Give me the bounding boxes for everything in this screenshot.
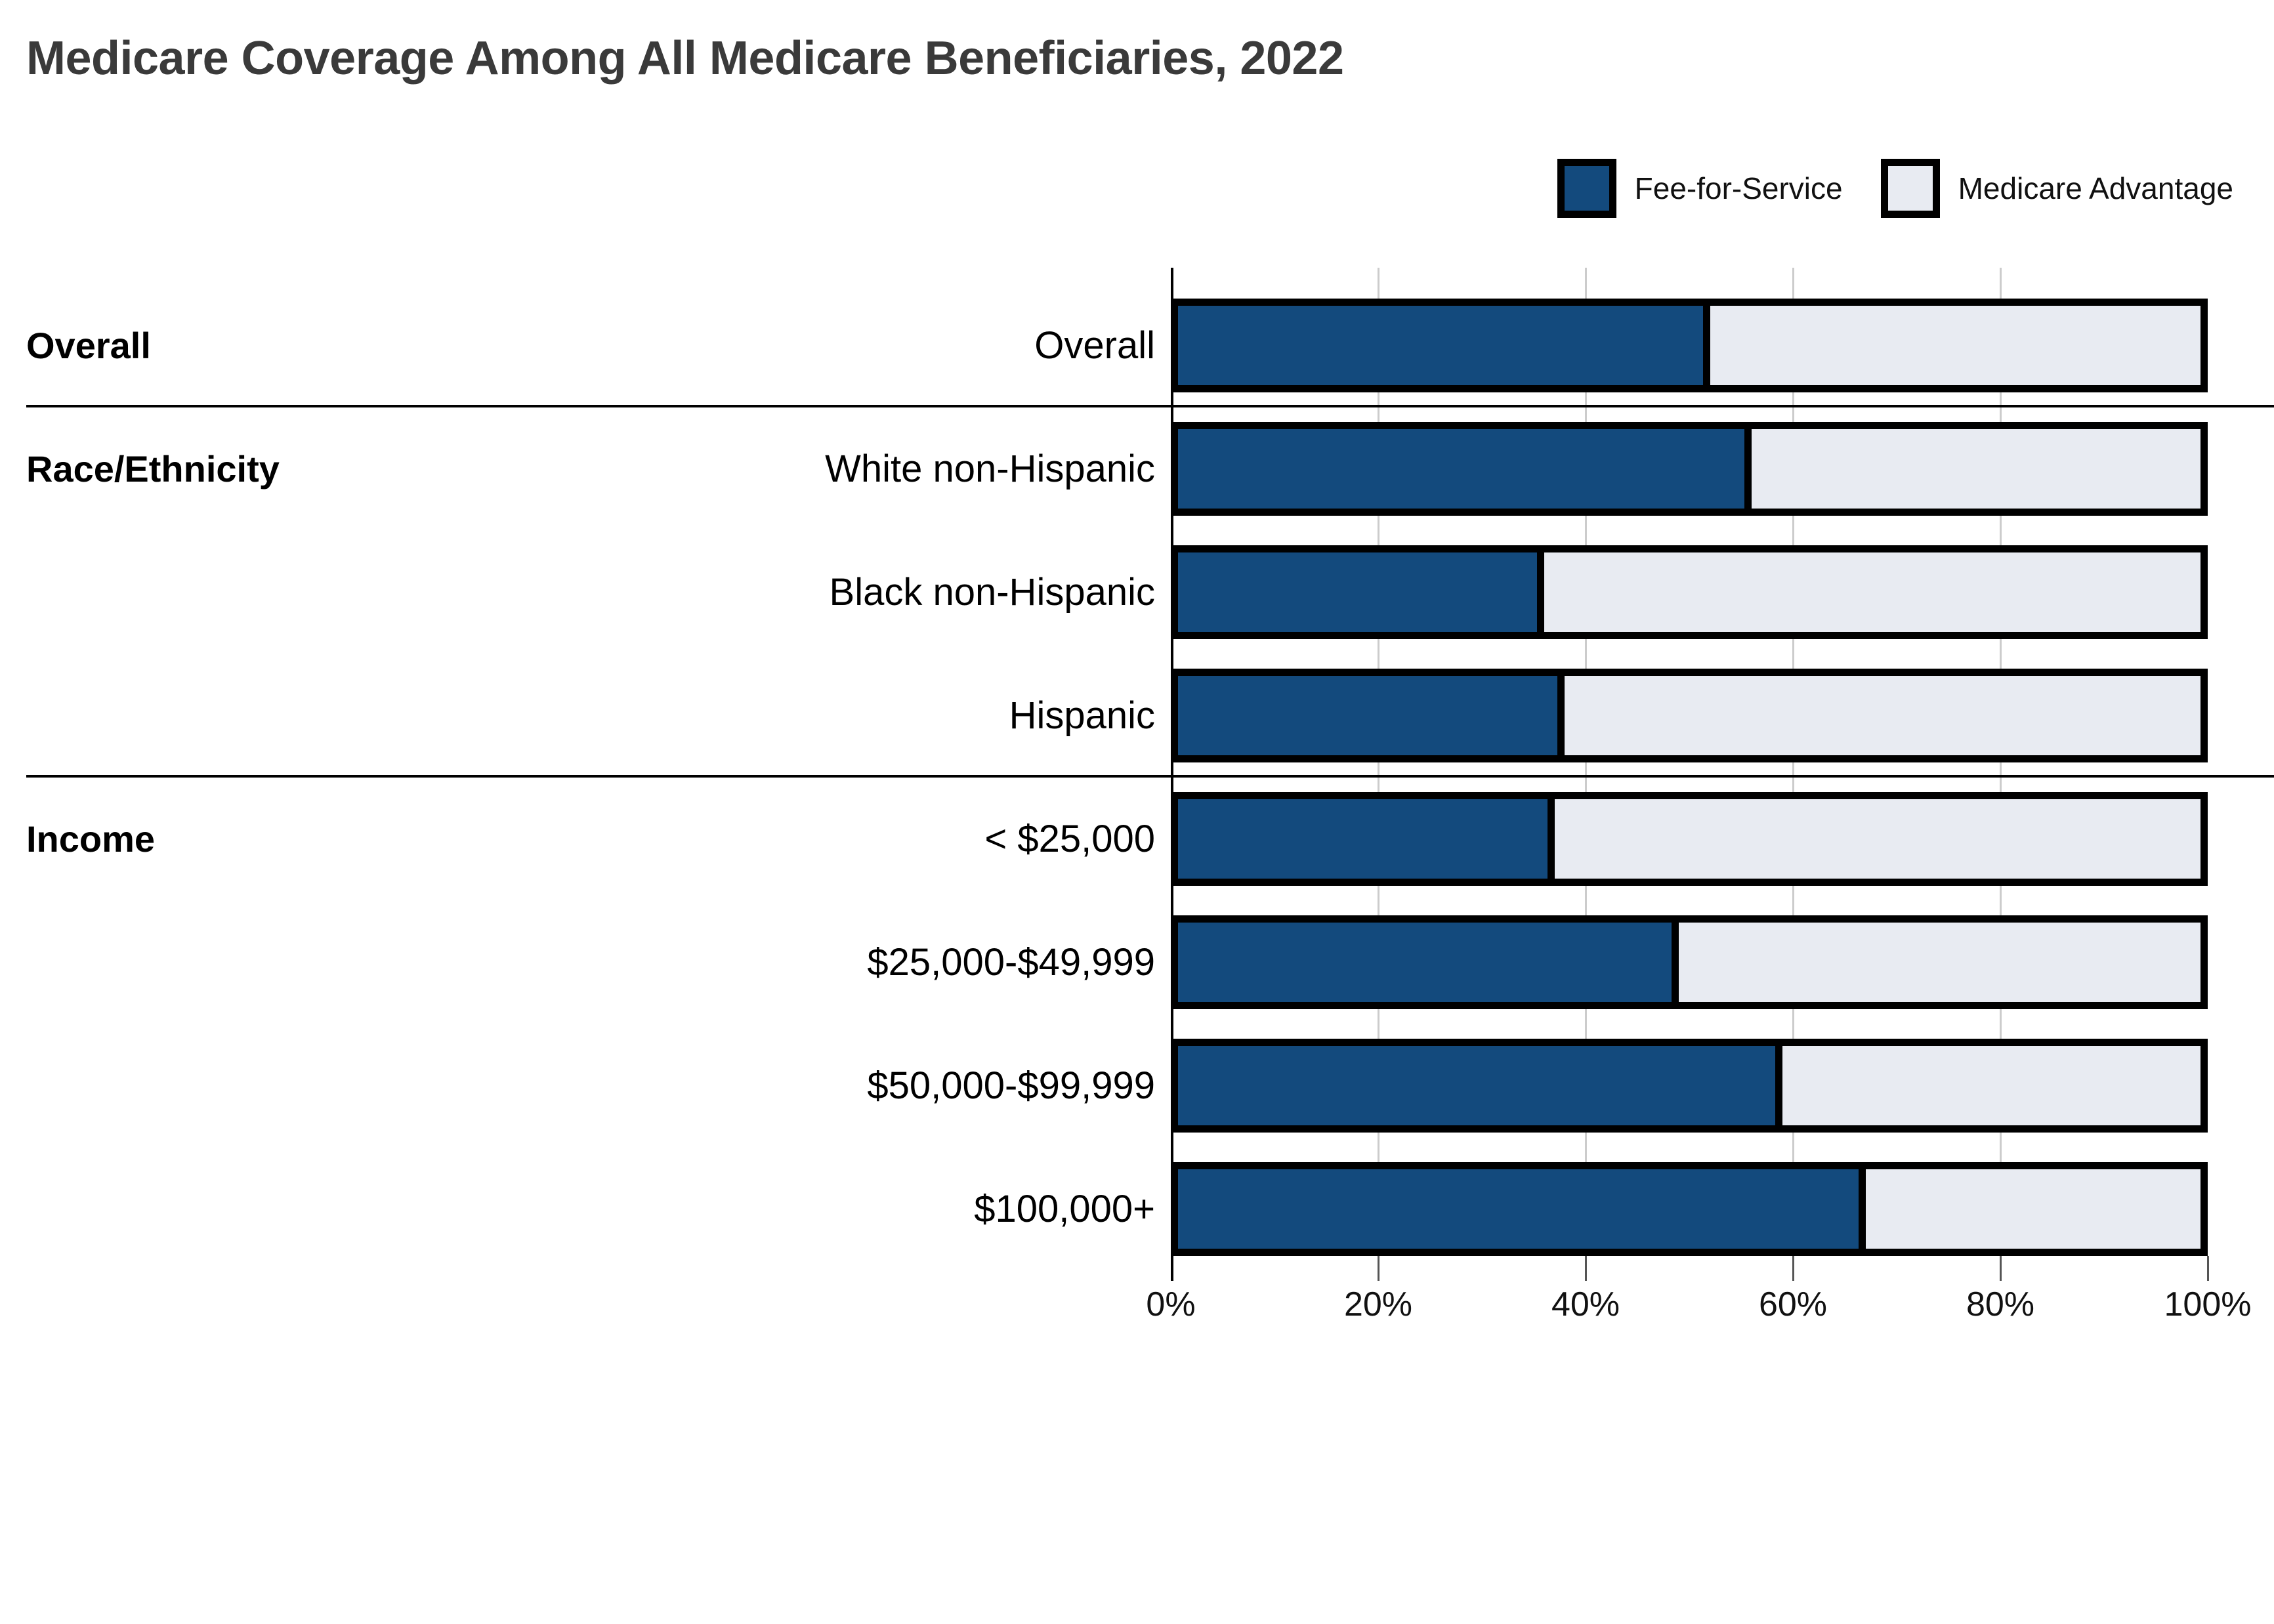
bar-segment-fee-for-service bbox=[1171, 669, 1565, 762]
legend-swatch-fee-for-service bbox=[1557, 159, 1616, 218]
bar-segment-medicare-advantage bbox=[1751, 422, 2208, 516]
bar-segment-fee-for-service bbox=[1171, 545, 1544, 639]
legend-label: Medicare Advantage bbox=[1958, 171, 2233, 205]
bar-segment-fee-for-service bbox=[1171, 422, 1752, 516]
legend: Fee-for-Service Medicare Advantage bbox=[1557, 159, 2233, 218]
bar-5 bbox=[1171, 792, 2208, 886]
bar-segment-fee-for-service bbox=[1171, 299, 1710, 392]
axis-tick bbox=[2000, 1256, 2002, 1281]
bar-4 bbox=[1171, 669, 2208, 762]
bar-segment-fee-for-service bbox=[1171, 1039, 1783, 1133]
row-label: Hispanic bbox=[1009, 694, 1155, 737]
row-label: $100,000+ bbox=[974, 1188, 1155, 1230]
row-label: Overall bbox=[1034, 324, 1155, 367]
bar-segment-fee-for-service bbox=[1171, 915, 1679, 1009]
axis-tick bbox=[1792, 1256, 1794, 1281]
axis-tick bbox=[1378, 1256, 1379, 1281]
bar-segment-medicare-advantage bbox=[1565, 669, 2208, 762]
row-label: $50,000-$99,999 bbox=[867, 1064, 1155, 1107]
chart-title: Medicare Coverage Among All Medicare Ben… bbox=[26, 32, 1344, 85]
axis-tick bbox=[2207, 1256, 2209, 1281]
bar-3 bbox=[1171, 545, 2208, 639]
axis-tick-label: 60% bbox=[1758, 1285, 1828, 1323]
bar-7 bbox=[1171, 1039, 2208, 1133]
axis-tick-label: 100% bbox=[2164, 1285, 2252, 1323]
bar-segment-fee-for-service bbox=[1171, 792, 1555, 886]
legend-label: Fee-for-Service bbox=[1634, 171, 1843, 205]
bar-segment-medicare-advantage bbox=[1782, 1039, 2208, 1133]
bar-segment-medicare-advantage bbox=[1554, 792, 2208, 886]
axis-tick-label: 80% bbox=[1966, 1285, 2035, 1323]
bar-segment-medicare-advantage bbox=[1865, 1162, 2208, 1256]
bar-1 bbox=[1171, 299, 2208, 392]
section-label-race-ethnicity: Race/Ethnicity bbox=[26, 448, 280, 489]
axis-tick-label: 20% bbox=[1343, 1285, 1413, 1323]
y-axis-line bbox=[1171, 268, 1173, 1281]
row-label: $25,000-$49,999 bbox=[867, 941, 1155, 984]
axis-tick-label: 40% bbox=[1551, 1285, 1620, 1323]
axis-tick bbox=[1585, 1256, 1587, 1281]
bar-segment-medicare-advantage bbox=[1679, 915, 2208, 1009]
section-divider bbox=[26, 405, 2274, 407]
bar-8 bbox=[1171, 1162, 2208, 1256]
legend-swatch-medicare-advantage bbox=[1880, 159, 1940, 218]
legend-item-medicare-advantage: Medicare Advantage bbox=[1880, 159, 2233, 218]
row-label: White non-Hispanic bbox=[825, 448, 1155, 490]
bar-2 bbox=[1171, 422, 2208, 516]
legend-item-fee-for-service: Fee-for-Service bbox=[1557, 159, 1843, 218]
section-divider bbox=[26, 775, 2274, 778]
row-label: < $25,000 bbox=[984, 818, 1155, 860]
bar-6 bbox=[1171, 915, 2208, 1009]
bar-segment-medicare-advantage bbox=[1710, 299, 2208, 392]
row-label: Black non-Hispanic bbox=[829, 571, 1155, 614]
bar-segment-medicare-advantage bbox=[1544, 545, 2208, 639]
axis-tick-label: 0% bbox=[1146, 1285, 1196, 1323]
bar-segment-fee-for-service bbox=[1171, 1162, 1866, 1256]
section-label-overall: Overall bbox=[26, 325, 151, 366]
section-label-income: Income bbox=[26, 818, 156, 860]
